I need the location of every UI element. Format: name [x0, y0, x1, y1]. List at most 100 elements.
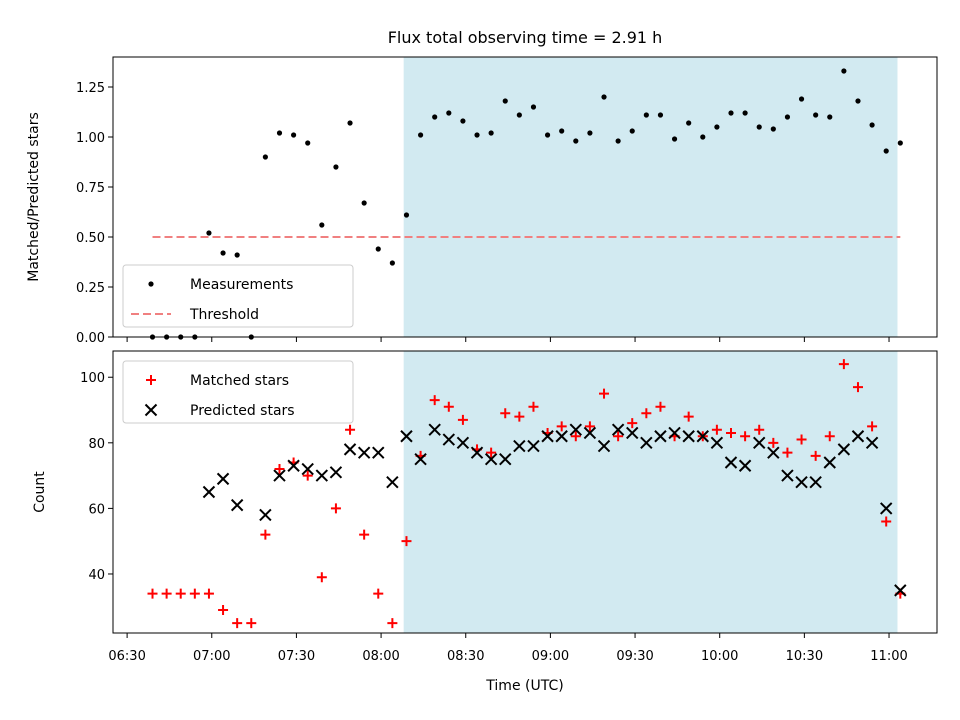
y-tick-label: 0.00	[76, 331, 105, 346]
legend-box	[122, 264, 354, 328]
matched-stars-point	[584, 421, 595, 432]
predicted-stars-point	[527, 439, 540, 453]
legend-label: Measurements	[190, 277, 293, 293]
measurement-point	[573, 138, 579, 144]
matched-stars-point	[528, 401, 539, 412]
matched-stars-point	[260, 529, 271, 540]
predicted-stars-point	[343, 443, 357, 456]
chart-title: Flux total observing time = 2.91 h	[388, 28, 663, 47]
x-tick-label: 11:00	[870, 649, 907, 664]
predicted-stars-point	[851, 430, 865, 443]
y-axis-label: Count	[32, 471, 48, 513]
measurement-point	[262, 154, 268, 160]
measurement-point	[291, 132, 297, 138]
predicted-stars-point	[837, 443, 851, 456]
matched-stars-point	[274, 464, 285, 475]
measurement-point	[403, 212, 410, 218]
measurement-point	[629, 128, 635, 134]
measurement-point	[305, 140, 311, 146]
matched-stars-point	[429, 395, 440, 406]
measurement-point	[559, 128, 565, 134]
predicted-stars-point	[259, 508, 272, 522]
matched-stars-point	[838, 359, 849, 370]
matched-stars-point	[810, 450, 821, 461]
matched-stars-point	[302, 470, 313, 481]
matched-stars-point	[641, 408, 652, 419]
measurement-point	[516, 112, 522, 118]
predicted-stars-point	[597, 439, 611, 453]
legend-x-marker	[144, 403, 158, 417]
measurement-point	[643, 112, 649, 118]
predicted-stars-point	[470, 446, 484, 459]
matched-stars-point	[768, 437, 779, 448]
measurement-point	[206, 230, 212, 236]
matched-stars-point	[570, 431, 581, 442]
axes-frame-top	[112, 56, 938, 338]
matched-stars-point	[316, 572, 327, 583]
matched-stars-point	[147, 588, 158, 599]
predicted-stars-point	[273, 469, 286, 482]
measurement-point	[869, 122, 875, 128]
matched-stars-point	[203, 588, 214, 599]
matched-stars-point	[726, 427, 736, 438]
measurement-point	[728, 110, 734, 116]
predicted-stars-point	[315, 469, 329, 482]
matched-stars-point	[655, 401, 666, 412]
y-tick-label: 1.25	[76, 81, 105, 96]
x-tick-label: 09:00	[532, 649, 569, 664]
measurement-point	[432, 114, 438, 120]
predicted-stars-point	[484, 453, 498, 466]
measurement-point	[686, 120, 692, 126]
measurement-point	[530, 104, 537, 110]
ratio-panel: 0.00 0.25 0.50 0.75 1.00 1.25 Matched/Predicte…	[26, 56, 938, 346]
predicted-stars-point	[626, 426, 639, 440]
predicted-stars-point	[795, 475, 808, 489]
matched-stars-point	[796, 434, 807, 445]
predicted-stars-point	[879, 502, 893, 515]
measurement-point	[234, 252, 240, 258]
matched-stars-point	[373, 588, 384, 599]
predicted-stars-point	[569, 423, 583, 436]
x-tick-label: 07:30	[278, 649, 315, 664]
matched-stars-point	[627, 418, 638, 429]
predicted-stars-point	[216, 472, 230, 486]
matched-stars-point	[782, 447, 793, 458]
predicted-stars-point	[372, 446, 385, 459]
measurement-point	[446, 110, 452, 116]
measurement-point	[883, 148, 889, 154]
y-tick-label: 40	[88, 568, 105, 583]
predicted-stars-point	[753, 436, 766, 450]
x-tick-label: 09:30	[616, 649, 653, 664]
legend-dot-marker	[148, 281, 154, 287]
matched-stars-point	[486, 447, 497, 458]
predicted-stars-point	[894, 584, 907, 597]
x-tick-label: 10:00	[701, 649, 738, 664]
matched-stars-point	[613, 431, 624, 442]
x-tick-label: 07:00	[193, 649, 230, 664]
matched-stars-point	[824, 431, 835, 442]
y-tick-label: 60	[88, 502, 105, 517]
matched-stars-point	[218, 605, 229, 616]
matched-stars-point	[683, 411, 694, 422]
measurement-point	[770, 126, 776, 132]
predicted-stars-point	[329, 466, 343, 479]
measurement-point	[756, 124, 762, 130]
matched-stars-point	[556, 421, 567, 432]
measurement-point	[502, 98, 508, 104]
predicted-stars-point	[724, 456, 738, 469]
measurement-point	[544, 132, 551, 138]
measurement-point	[319, 222, 325, 228]
legend-label: Predicted stars	[190, 403, 295, 419]
measurement-point	[897, 140, 903, 146]
measurement-point	[488, 130, 494, 136]
count-panel: 40 60 80 100 06:30 07:00 07:30 08:00 08:30 09:00 0…	[32, 350, 938, 664]
predicted-stars-point	[710, 436, 724, 450]
y-tick-label: 0.50	[76, 231, 105, 246]
matched-stars-point	[711, 424, 722, 435]
measurement-point	[347, 120, 353, 126]
predicted-stars-point	[202, 485, 216, 499]
measurement-point	[671, 136, 678, 142]
x-tick-label: 06:30	[108, 649, 145, 664]
measurement-point	[389, 260, 395, 266]
predicted-stars-point	[386, 475, 399, 489]
